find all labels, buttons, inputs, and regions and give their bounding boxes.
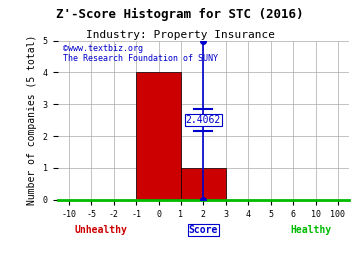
Y-axis label: Number of companies (5 total): Number of companies (5 total) xyxy=(27,35,37,205)
Bar xyxy=(136,72,181,200)
Text: 2.4062: 2.4062 xyxy=(186,115,221,125)
Text: Z'-Score Histogram for STC (2016): Z'-Score Histogram for STC (2016) xyxy=(56,8,304,21)
Bar xyxy=(181,168,226,200)
Text: Industry: Property Insurance: Industry: Property Insurance xyxy=(86,30,275,40)
Text: ©www.textbiz.org
The Research Foundation of SUNY: ©www.textbiz.org The Research Foundation… xyxy=(63,44,219,63)
Text: Healthy: Healthy xyxy=(291,225,332,235)
Text: Score: Score xyxy=(189,225,218,235)
Text: Unhealthy: Unhealthy xyxy=(75,225,128,235)
